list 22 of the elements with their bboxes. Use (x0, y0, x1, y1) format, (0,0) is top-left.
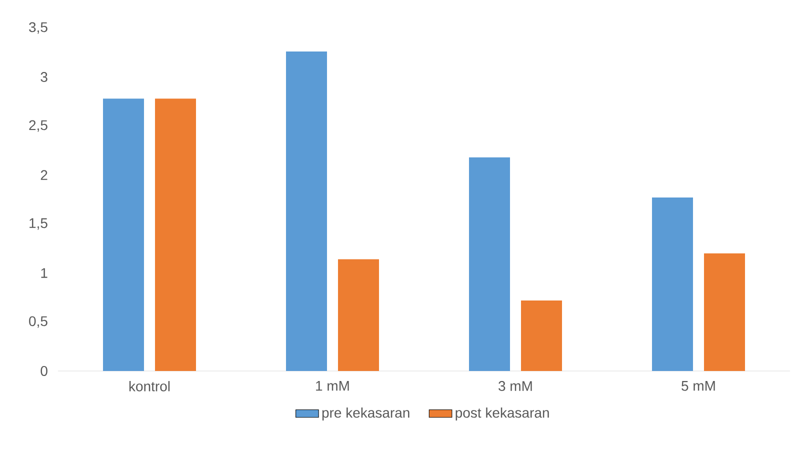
y-tick-label: 0 (40, 366, 48, 376)
x-tick-label: 1 mM (316, 381, 349, 391)
bar (338, 259, 380, 371)
bar (652, 198, 694, 371)
bar (103, 98, 144, 371)
y-tick-label: 2 (40, 170, 48, 180)
x-tick-label: 5 mM (682, 381, 715, 391)
bar (469, 157, 510, 371)
y-tick-label: 3,5 (29, 22, 48, 34)
y-tick-label: 1,5 (30, 218, 48, 230)
bar (155, 98, 196, 371)
bar (704, 253, 746, 371)
legend-label: post kekasaran (456, 407, 549, 421)
bar (521, 300, 562, 371)
y-tick-label: 3 (40, 72, 48, 82)
y-tick-label: 1 (41, 268, 48, 278)
y-tick-label: 0,5 (29, 316, 48, 328)
legend-label: pre kekasaran (322, 407, 410, 421)
x-tick-label: 3 mM (498, 381, 532, 391)
x-tick-label: kontrol (129, 381, 170, 392)
y-tick-label: 2,5 (29, 120, 48, 132)
bar (286, 52, 328, 371)
